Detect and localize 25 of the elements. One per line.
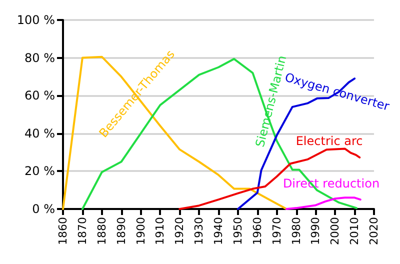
x-tick-label: 1890: [114, 217, 128, 245]
x-tick-label: 1900: [134, 217, 148, 245]
x-tick-label: 1930: [192, 217, 206, 245]
line-series: [286, 196, 362, 210]
x-tick-label: 1970: [270, 217, 284, 245]
x-tick-label: 2010: [348, 217, 362, 245]
series-label: Electric arc: [296, 134, 363, 148]
x-tick-label: 2000: [328, 217, 342, 245]
x-tick-label: 1870: [76, 217, 89, 245]
y-tick-label: 60 %: [24, 88, 55, 103]
x-tick-label: 1860: [56, 217, 70, 245]
x-tick-label: 1880: [95, 217, 108, 245]
y-tick-label: 100 %: [16, 13, 55, 27]
y-tick-label: 80 %: [24, 50, 55, 65]
y-tick-label: 20 %: [24, 164, 55, 178]
x-tick-label: 1920: [173, 217, 186, 245]
y-tick-label: 0 %: [32, 202, 55, 216]
x-tick-label: 1910: [154, 217, 167, 245]
x-tick-label: 1980: [290, 217, 303, 245]
y-tick-label: 40 %: [24, 126, 55, 140]
x-tick-label: 1960: [250, 217, 264, 245]
x-tick-label: 1990: [309, 217, 322, 245]
x-tick-label: 2020: [368, 217, 380, 245]
x-tick-label: 1950: [231, 217, 244, 245]
x-tick-label: 1940: [212, 217, 225, 245]
